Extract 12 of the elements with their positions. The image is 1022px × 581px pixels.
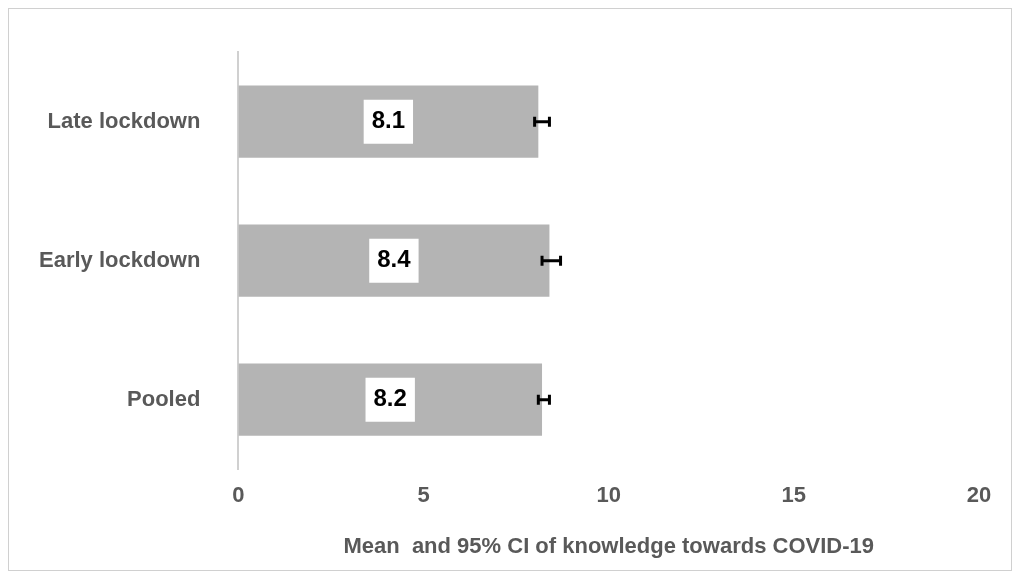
x-tick-label: 15	[781, 482, 807, 508]
x-tick-label: 10	[596, 482, 621, 508]
x-tick-label: 5	[417, 482, 430, 508]
data-label: 8.1	[371, 106, 406, 134]
data-label: 8.2	[373, 384, 407, 412]
y-tick-label: Late lockdown	[47, 107, 201, 133]
data-label: 8.4	[377, 245, 412, 273]
y-tick-label: Pooled	[127, 385, 201, 411]
x-axis-title: Mean and 95% CI of knowledge towards COVID-19	[343, 532, 874, 558]
x-tick-label: 20	[966, 482, 992, 508]
x-tick-label: 0	[232, 482, 245, 508]
y-tick-label: Early lockdown	[38, 246, 201, 272]
